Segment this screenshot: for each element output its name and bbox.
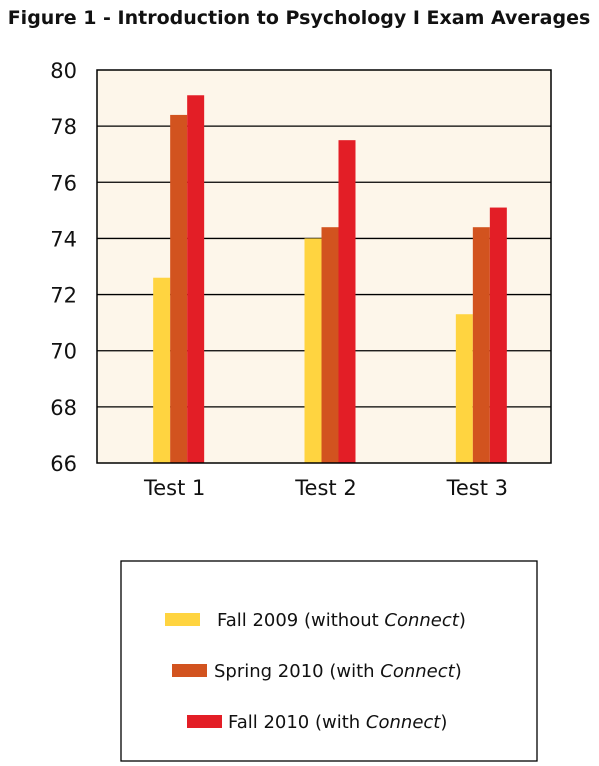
legend-swatch	[187, 715, 222, 728]
legend-label-suffix: )	[455, 661, 462, 682]
legend-label-suffix: )	[459, 610, 466, 631]
legend-label-text: Spring 2010 (with	[214, 661, 380, 682]
y-tick-label: 68	[50, 396, 77, 420]
bar	[187, 95, 205, 463]
legend-label-text: Fall 2010 (with	[228, 712, 366, 733]
x-category-label: Test 1	[143, 476, 205, 500]
y-tick-label: 74	[50, 227, 77, 251]
plot-border	[96, 69, 552, 464]
legend-label-suffix: )	[440, 712, 447, 733]
y-tick-label: 66	[50, 452, 77, 476]
x-category-label: Test 2	[294, 476, 356, 500]
bar	[153, 277, 171, 463]
y-tick-label: 80	[50, 59, 77, 83]
legend-swatch	[165, 613, 200, 626]
legend-label: Spring 2010 (with Connect)	[214, 661, 462, 682]
x-axis-categories: Test 1 Test 2 Test 3	[143, 476, 508, 500]
y-tick-label: 70	[50, 340, 77, 364]
legend-swatch	[172, 664, 207, 677]
legend-label: Fall 2010 (with Connect)	[228, 712, 447, 733]
bars	[153, 95, 507, 464]
legend-label: Fall 2009 (without Connect)	[217, 610, 466, 631]
y-tick-label: 76	[50, 171, 77, 195]
y-tick-label: 72	[50, 284, 77, 308]
bar	[321, 227, 339, 463]
chart-title: Figure 1 - Introduction to Psychology I …	[8, 7, 591, 29]
legend-label-italic: Connect	[380, 661, 455, 682]
bar	[170, 114, 188, 464]
x-category-label: Test 3	[446, 476, 508, 500]
bar	[472, 227, 490, 463]
bar	[455, 314, 473, 463]
legend-label-italic: Connect	[366, 712, 441, 733]
legend-label-text: Fall 2009 (without	[217, 610, 384, 631]
y-axis-ticks: 66 68 70 72 74 76 78 80	[50, 59, 77, 476]
bar	[489, 207, 507, 463]
legend-label-italic: Connect	[384, 610, 459, 631]
bar	[304, 238, 322, 463]
bar	[338, 140, 356, 463]
y-tick-label: 78	[50, 115, 77, 139]
legend-entries: Fall 2009 (without Connect)Spring 2010 (…	[165, 610, 466, 733]
